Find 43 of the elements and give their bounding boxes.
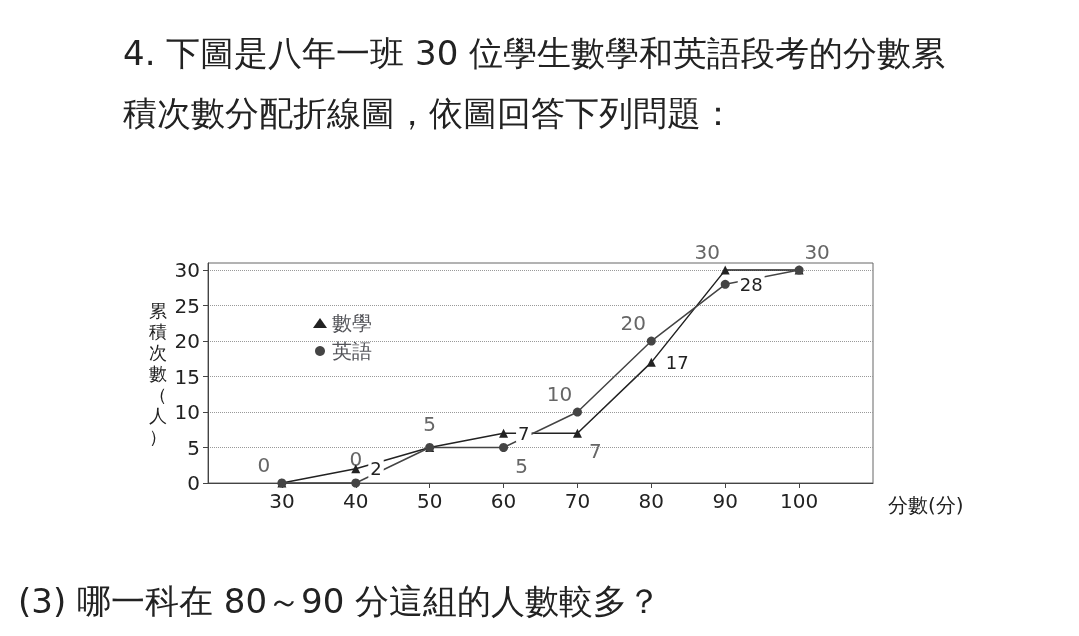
point bbox=[720, 279, 730, 289]
x-tick-label: 80 bbox=[638, 489, 665, 513]
point bbox=[720, 265, 730, 275]
y-tick-label: 25 bbox=[174, 293, 200, 318]
x-tick-label: 70 bbox=[564, 489, 591, 513]
x-tick-label: 30 bbox=[269, 489, 295, 513]
annotation: 0 bbox=[257, 453, 271, 477]
chart-title: 4. 下圖是八年一班 30 位學生數學和英語段考的分數累積次數分配折線圖，依圖回答下列問題： bbox=[123, 33, 946, 133]
annotation: 20 bbox=[620, 311, 647, 336]
annotation: 5 bbox=[423, 411, 437, 436]
annotation: 0 bbox=[349, 447, 363, 471]
x-axis-title: 分數(分) bbox=[888, 493, 964, 517]
point bbox=[499, 443, 509, 453]
y-tick-label: 0 bbox=[187, 471, 200, 495]
annotation: 5 bbox=[515, 453, 528, 478]
text: (3) 哪一科在 80～90 分這組的人數較多？ bbox=[18, 581, 662, 621]
data-label: 2 bbox=[370, 458, 382, 480]
x-tick-label: 50 bbox=[416, 489, 443, 513]
x-tick-label: 40 bbox=[343, 489, 369, 513]
data-label: 28 bbox=[739, 273, 763, 295]
y-tick-label: 20 bbox=[174, 329, 200, 354]
y-axis-title: 累積次數（人） bbox=[149, 299, 167, 447]
annotation: 7 bbox=[589, 439, 602, 464]
x-tick-label: 60 bbox=[490, 489, 517, 513]
y-tick-label: 30 bbox=[174, 258, 200, 283]
data-label: 7 bbox=[518, 422, 530, 444]
x-tick-label: 100 bbox=[780, 489, 819, 513]
point bbox=[499, 428, 509, 438]
annotation: 10 bbox=[546, 382, 573, 407]
data-label: 17 bbox=[665, 351, 689, 373]
y-tick-label: 15 bbox=[174, 364, 200, 389]
point bbox=[646, 336, 656, 346]
point bbox=[572, 407, 582, 417]
annotation: 30 bbox=[694, 240, 720, 265]
point bbox=[351, 478, 361, 488]
point bbox=[646, 357, 656, 367]
legend-label: 數學 bbox=[332, 311, 372, 335]
legend-label: 英語 bbox=[332, 339, 372, 363]
y-tick-label: 5 bbox=[187, 435, 200, 460]
annotation: 30 bbox=[804, 240, 830, 265]
x-tick-label: 90 bbox=[712, 489, 738, 513]
point bbox=[572, 428, 582, 438]
y-tick-label: 10 bbox=[174, 400, 200, 425]
